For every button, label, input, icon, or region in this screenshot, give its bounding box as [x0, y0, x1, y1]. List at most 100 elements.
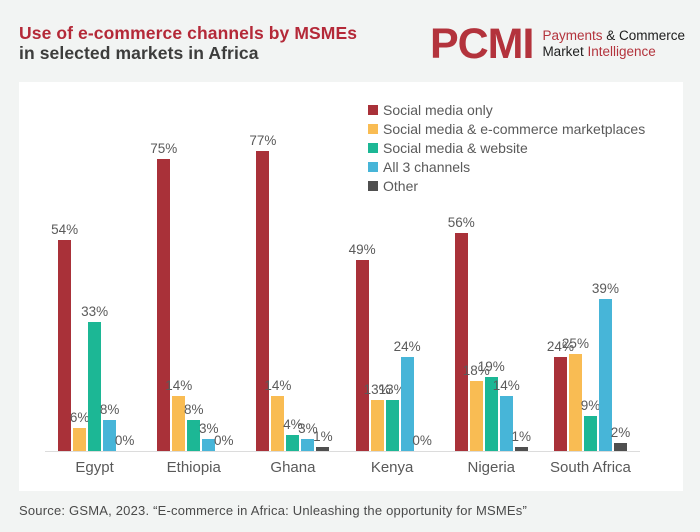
bar — [286, 435, 300, 451]
bar-slot: 2% — [611, 425, 630, 451]
bar — [301, 439, 315, 451]
plot-area: 54% 6% 33% 8% 0% 75% 14% 8% 3% 0% 77% 14% 4% 3% 1% 49% 1… — [45, 122, 640, 452]
legend-swatch — [368, 124, 378, 135]
bar-value-label: 3% — [199, 421, 219, 437]
bar — [73, 427, 87, 451]
bar — [103, 419, 117, 451]
legend-swatch — [368, 143, 378, 154]
bar-value-label: 8% — [184, 401, 204, 417]
bar-value-label: 3% — [298, 421, 318, 437]
page-title-line2: in selected markets in Africa — [19, 43, 259, 63]
bar — [271, 396, 285, 451]
bar-slot: 56% — [448, 215, 475, 451]
bar-value-label: 13% — [363, 382, 391, 398]
bar-slot: 14% — [264, 378, 291, 451]
pcmi-logo: PCMI Payments & Commerce Market Intellig… — [429, 20, 685, 68]
bar-value-label: 24% — [393, 339, 421, 355]
bar — [499, 396, 513, 451]
legend-label: Social media only — [383, 102, 493, 118]
bar-slot: 33% — [81, 304, 108, 451]
bar-slot: 13% — [379, 382, 406, 451]
bar — [355, 259, 369, 451]
bar — [187, 419, 201, 451]
bar-value-label: 77% — [249, 132, 277, 148]
chart-card: Social media only Social media & e-commer… — [19, 82, 683, 491]
bar-value-label: 9% — [580, 397, 601, 413]
bar — [583, 415, 597, 451]
bar-value-label: 13% — [378, 382, 406, 398]
bar-slot: 3% — [298, 421, 318, 451]
bar — [172, 396, 186, 451]
pcmi-logo-wordmark: PCMI — [429, 20, 534, 68]
bar-slot: 8% — [100, 402, 119, 451]
bar-slot: 0% — [214, 433, 234, 451]
bar-value-label: 14% — [165, 378, 193, 394]
bar-value-label: 25% — [561, 335, 589, 351]
pcmi-logo-tagline: Payments & Commerce Market Intelligence — [542, 28, 685, 61]
source-note: Source: GSMA, 2023. “E-commerce in Afric… — [19, 503, 528, 518]
legend-item-1: Social media only — [368, 103, 645, 118]
bar-group-egypt: 54% 6% 33% 8% 0% — [45, 122, 144, 451]
bar-value-label: 0% — [412, 433, 432, 448]
category-label: South Africa — [550, 459, 631, 476]
bar-slot: 18% — [463, 363, 490, 451]
bar-slot: 39% — [592, 281, 619, 451]
bar — [202, 439, 216, 451]
tagline-market: Market — [542, 44, 584, 59]
bar-value-label: 6% — [69, 409, 90, 425]
legend-swatch — [368, 105, 378, 116]
bar-value-label: 8% — [99, 401, 120, 417]
bar-slot: 4% — [283, 417, 303, 451]
chart-legend: Social media only Social media & e-commer… — [368, 103, 645, 198]
bar-value-label: 14% — [264, 378, 292, 394]
bar-value-label: 1% — [511, 429, 532, 445]
bar-group-south-africa: 24% 25% 9% 39% 2% — [541, 122, 640, 451]
legend-label: Other — [383, 178, 419, 194]
bar-slot: 24% — [547, 339, 574, 451]
legend-swatch — [368, 162, 378, 173]
legend-item-2: Social media & e-commerce marketplaces — [368, 122, 645, 137]
bar — [484, 376, 498, 451]
bar — [157, 158, 171, 451]
bar-value-label: 4% — [283, 417, 303, 433]
bar-slot: 14% — [493, 378, 520, 451]
bar — [514, 447, 528, 451]
bar — [400, 357, 414, 451]
legend-label: Social media & e-commerce marketplaces — [383, 121, 646, 137]
bar — [370, 400, 384, 451]
bar-slot: 9% — [581, 398, 600, 451]
bar-slot: 75% — [150, 141, 177, 451]
category-axis: Egypt Ethiopia Ghana Kenya Nigeria South Afri… — [45, 452, 640, 476]
bar-group-nigeria: 56% 18% 19% 14% 1% — [442, 122, 541, 451]
bar-slot: 54% — [51, 222, 78, 451]
bar-slot: 24% — [394, 339, 421, 451]
bar — [58, 240, 72, 451]
bar-slot: 13% — [364, 382, 391, 451]
page-title: Use of e-commerce channels by MSMEs in s… — [19, 23, 357, 63]
bar — [316, 447, 330, 451]
bar-value-label: 39% — [591, 280, 619, 296]
bar-value-label: 0% — [114, 433, 135, 448]
bar — [385, 400, 399, 451]
bar-slot: 0% — [115, 433, 135, 451]
legend-label: All 3 channels — [383, 159, 471, 175]
legend-item-3: Social media & website — [368, 141, 645, 156]
legend-item-4: All 3 channels — [368, 160, 645, 175]
category-label: Egypt — [75, 459, 114, 476]
bar-value-label: 18% — [462, 362, 490, 378]
bar-slot: 19% — [478, 359, 505, 451]
legend-label: Social media & website — [383, 140, 528, 156]
bar-value-label: 19% — [477, 358, 505, 374]
bar-value-label: 0% — [214, 433, 234, 448]
bar-value-label: 1% — [313, 429, 333, 445]
bar — [469, 380, 483, 451]
bar — [88, 322, 102, 451]
bar-value-label: 14% — [492, 378, 520, 394]
bar-value-label: 33% — [81, 304, 109, 320]
bar — [454, 232, 468, 451]
tagline-payments: Payments — [542, 27, 603, 43]
bar-slot: 49% — [349, 242, 376, 451]
bar — [613, 443, 627, 451]
category-label: Ghana — [270, 459, 316, 476]
bar-group-kenya: 49% 13% 13% 24% 0% — [343, 122, 442, 451]
